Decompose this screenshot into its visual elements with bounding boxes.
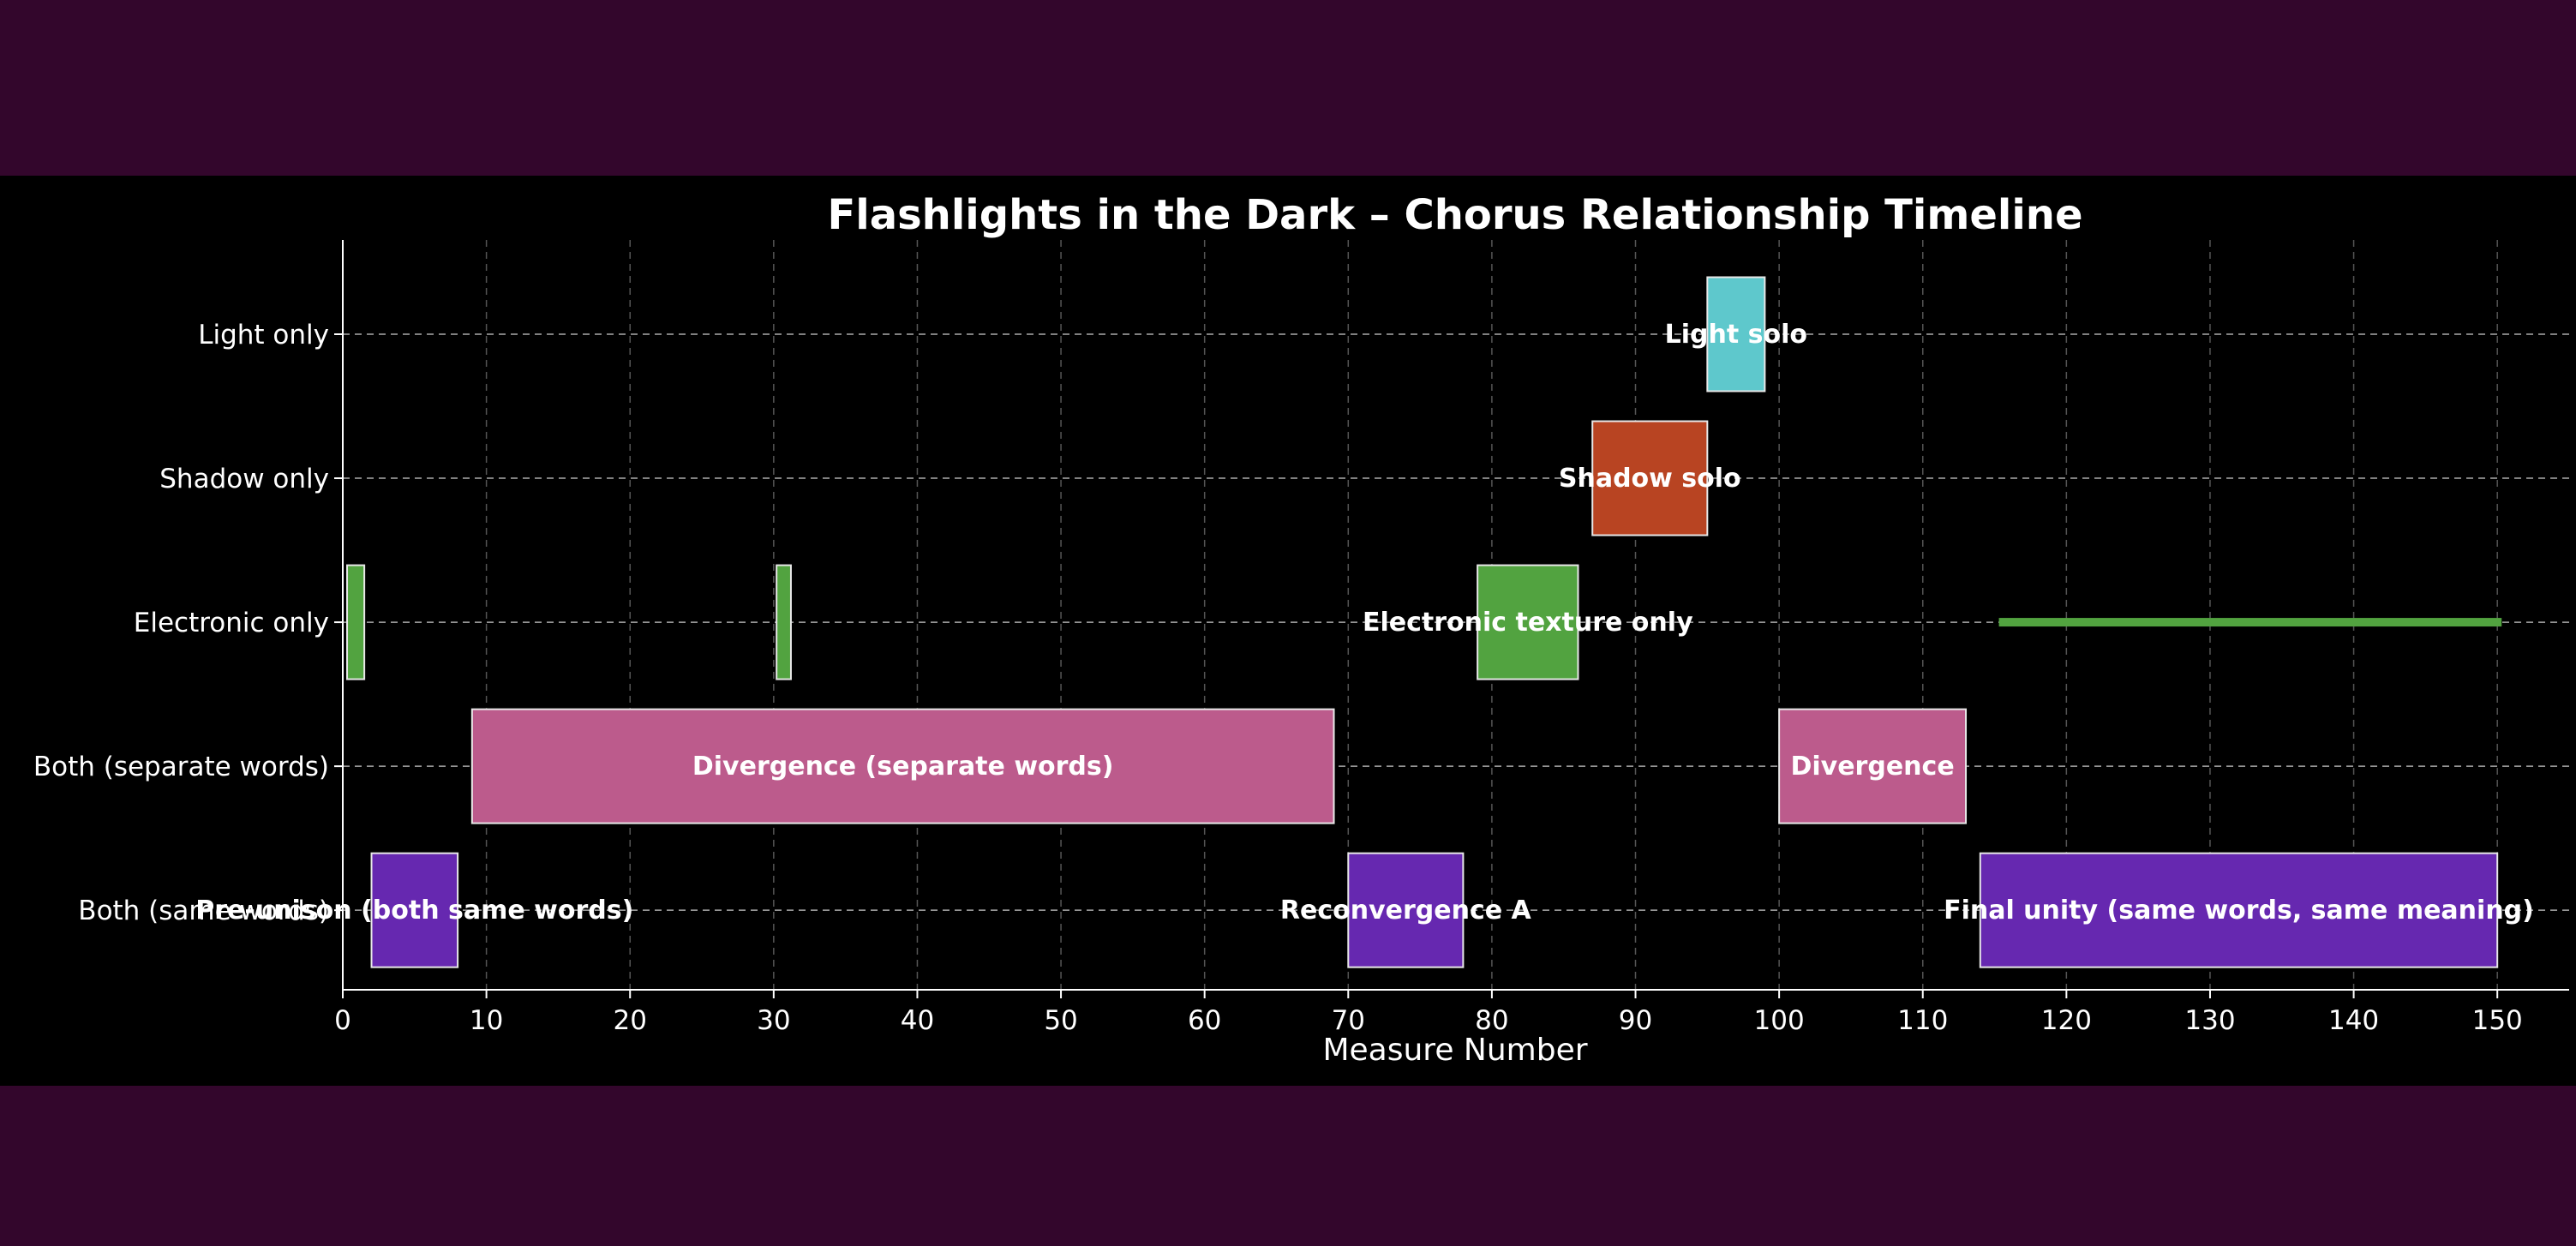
- x-tick-label: 0: [334, 1005, 351, 1036]
- x-tick-label: 80: [1475, 1005, 1508, 1036]
- bars: [346, 276, 2502, 968]
- chart-frame: Flashlights in the Dark – Chorus Relatio…: [0, 176, 2576, 1086]
- chart-title: Flashlights in the Dark – Chorus Relatio…: [827, 191, 2082, 239]
- y-tick-label-both-separate-words: Both (separate words): [33, 752, 329, 782]
- timeline-chart: Flashlights in the Dark – Chorus Relatio…: [33, 191, 2569, 1068]
- x-tick-label: 20: [613, 1005, 646, 1036]
- x-tick-label: 30: [757, 1005, 790, 1036]
- x-tick-label: 90: [1619, 1005, 1652, 1036]
- y-tick-label-light-only: Light only: [198, 320, 329, 350]
- x-tick-label: 110: [1897, 1005, 1948, 1036]
- x-tick-label: 120: [2041, 1005, 2092, 1036]
- x-tick-label: 70: [1332, 1005, 1365, 1036]
- bar-both-separate-words-7: [1778, 708, 1968, 824]
- bar-label-shadow-solo: Shadow solo: [1559, 464, 1741, 494]
- bar-label-final-unity-same-words-same-meaning: Final unity (same words, same meaning): [1944, 896, 2534, 926]
- bar-electronic-only-3: [776, 564, 792, 680]
- x-tick-label: 150: [2472, 1005, 2523, 1036]
- bar-both-same-words-9: [1347, 852, 1465, 968]
- bar-both-same-words-8: [370, 852, 459, 968]
- bar-shadow-only-1: [1591, 420, 1709, 536]
- y-tick-label-both-same-words: Both (same words): [78, 896, 329, 926]
- x-tick-label: 10: [470, 1005, 503, 1036]
- axes: 0 10 20 30 40 50 60 70 80 90 100 110 120 130 140 150 Lig…: [33, 240, 2569, 1036]
- bar-label-pre-unison-both-same-words: Pre-unison (both same words): [195, 896, 633, 926]
- bar-light-only-0: [1706, 276, 1766, 392]
- x-tick-label: 100: [1754, 1005, 1805, 1036]
- bar-label-divergence: Divergence: [1790, 752, 1954, 782]
- bar-label-electronic-texture-only: Electronic texture only: [1363, 608, 1693, 638]
- bar-both-same-words-10: [1979, 852, 2499, 968]
- x-axis-title: Measure Number: [1322, 1033, 1587, 1068]
- x-tick-label: 140: [2328, 1005, 2379, 1036]
- bar-label-light-solo: Light solo: [1665, 320, 1807, 350]
- bar-labels: Light solo Shadow solo Electronic texture …: [195, 320, 2534, 926]
- bar-electronic-only-5: [1998, 618, 2502, 627]
- y-tick-label-shadow-only: Shadow only: [159, 464, 329, 494]
- x-tick-label: 50: [1044, 1005, 1077, 1036]
- bar-label-divergence-separate-words: Divergence (separate words): [692, 752, 1114, 782]
- y-tick-label-electronic-only: Electronic only: [134, 608, 329, 638]
- bar-electronic-only-2: [346, 564, 366, 680]
- bar-electronic-only-4: [1477, 564, 1579, 680]
- x-tick-label: 40: [901, 1005, 934, 1036]
- x-tick-label: 130: [2184, 1005, 2235, 1036]
- bar-both-separate-words-6: [470, 708, 1335, 824]
- bar-label-reconvergence-a: Reconvergence A: [1280, 896, 1532, 926]
- x-tick-label: 60: [1188, 1005, 1221, 1036]
